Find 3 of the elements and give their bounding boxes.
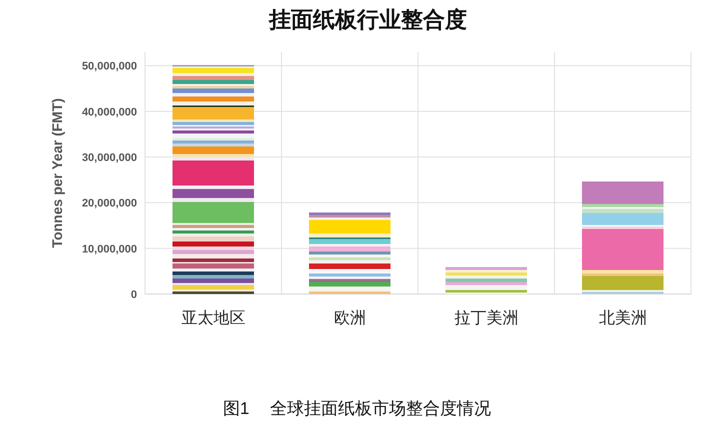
ylabel: Tonnes per Year (FMT) — [49, 98, 65, 248]
annotation: 图1 全球挂面纸板市场整合度情况 — [222, 399, 492, 418]
title: 挂面纸板行业整合度 — [269, 7, 467, 32]
